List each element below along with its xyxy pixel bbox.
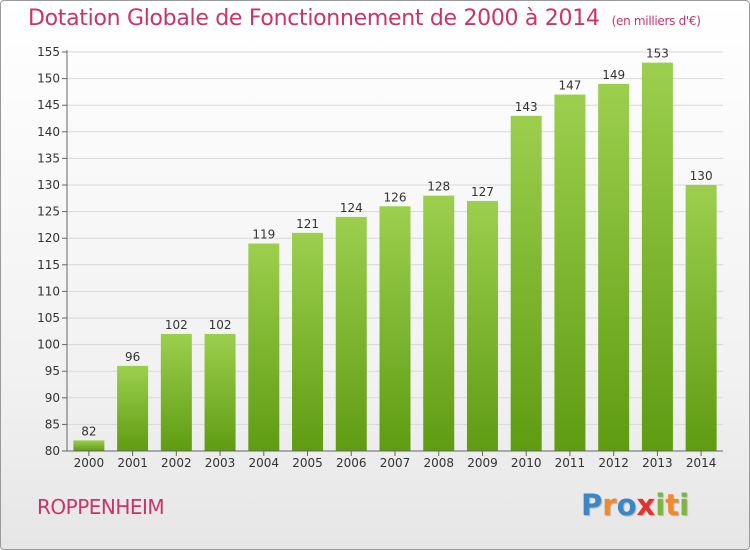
x-tick-label: 2010 [511,456,542,470]
x-tick-label: 2005 [292,456,323,470]
title-text: Dotation Globale de Fonctionnement de 20… [28,6,600,31]
y-tick-label: 90 [45,391,60,405]
data-label: 127 [471,185,494,199]
x-tick-label: 2007 [380,456,411,470]
x-tick-label: 2013 [642,456,673,470]
y-tick-label: 100 [37,338,60,352]
x-tick-label: 2002 [161,456,192,470]
x-tick-label: 2012 [598,456,629,470]
x-tick-label: 2000 [74,456,105,470]
y-tick-label: 140 [37,125,60,139]
x-tick-label: 2008 [423,456,454,470]
y-tick-label: 150 [37,72,60,86]
y-tick-label: 130 [37,178,60,192]
x-tick-label: 2004 [249,456,280,470]
bar [248,243,280,451]
y-tick-label: 120 [37,231,60,245]
data-label: 128 [427,180,450,194]
bar [510,115,542,451]
data-label: 143 [515,100,538,114]
bar [292,232,324,451]
bar [335,216,367,451]
x-axis: 2000 2001 2002 2003 2004 2005 2006 2007 2008 2009… [67,450,723,470]
data-label: 147 [558,79,581,93]
y-tick-label: 125 [37,205,60,219]
y-tick-label: 80 [45,444,60,458]
x-tick-label: 2009 [467,456,498,470]
bar [117,365,149,451]
bar [379,206,411,451]
y-tick-label: 145 [37,98,60,112]
y-tick-label: 135 [37,151,60,165]
data-label: 124 [340,201,363,215]
y-tick-label: 95 [45,364,60,378]
bar [423,195,455,451]
data-label: 130 [690,169,713,183]
bar [160,333,192,451]
bar [204,333,236,451]
y-tick-label: 155 [37,45,60,59]
bar [554,94,586,451]
chart-title: Dotation Globale de Fonctionnement de 20… [28,6,701,31]
x-tick-label: 2006 [336,456,367,470]
data-label: 149 [602,68,625,82]
x-tick-label: 2001 [117,456,148,470]
x-tick-label: 2003 [205,456,236,470]
bar [73,440,105,451]
bar [685,185,717,451]
x-tick-label: 2011 [555,456,586,470]
proxiti-logo: Proxiti [581,488,690,522]
commune-name: ROPPENHEIM [37,495,165,519]
data-label: 82 [81,424,96,438]
y-axis: 80 85 90 95 100 105 110 115 120 125 130 135 140 145 15… [37,45,68,458]
y-tick-label: 85 [45,417,60,431]
data-label: 119 [252,228,275,242]
y-tick-label: 110 [37,284,60,298]
y-tick-label: 115 [37,258,60,272]
bar [466,200,498,451]
data-label: 102 [209,318,232,332]
data-label: 126 [384,190,407,204]
data-label: 102 [165,318,188,332]
data-label: 153 [646,47,669,61]
x-tick-label: 2014 [686,456,717,470]
data-label: 96 [125,350,140,364]
y-tick-label: 105 [37,311,60,325]
data-label: 121 [296,217,319,231]
bar [641,62,673,451]
bar [598,83,630,452]
units-label: (en milliers d'€) [611,14,701,28]
bars: 82 96 102 102 119 121 124 126 128 127 143 147 149 153… [73,47,717,452]
